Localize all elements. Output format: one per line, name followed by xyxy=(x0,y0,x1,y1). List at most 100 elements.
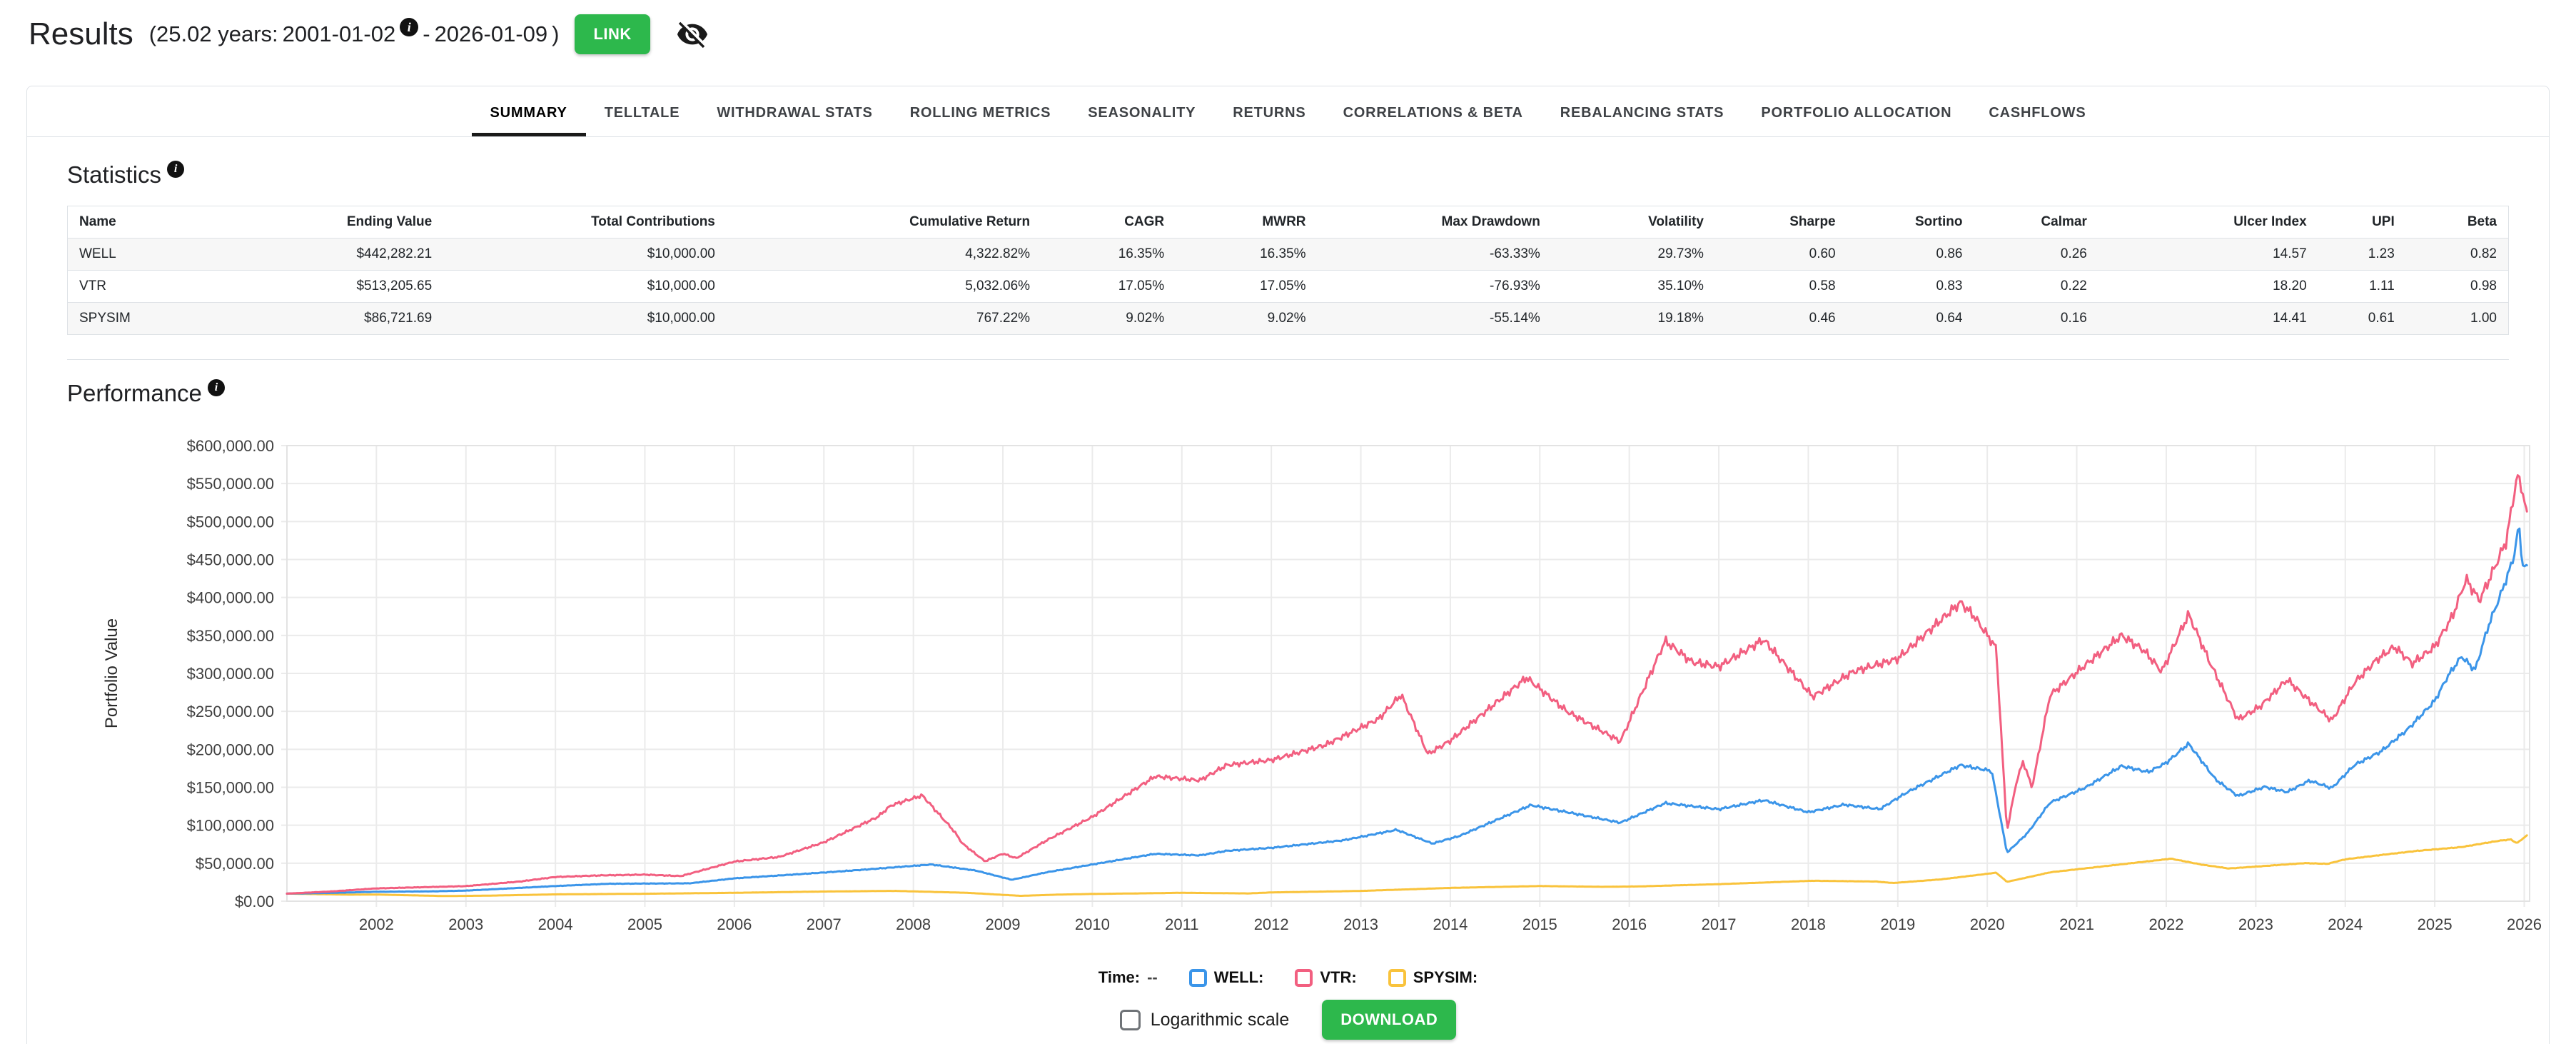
tab-portfolio-allocation[interactable]: PORTFOLIO ALLOCATION xyxy=(1761,105,1952,121)
tab-returns[interactable]: RETURNS xyxy=(1233,105,1306,121)
x-axis-tick-label: 2003 xyxy=(448,915,483,933)
column-header: UPI xyxy=(2318,206,2406,239)
column-header: Ulcer Index xyxy=(2098,206,2318,239)
download-button[interactable]: DOWNLOAD xyxy=(1322,1000,1457,1040)
subtitle-suffix: ) xyxy=(552,21,560,46)
table-row: VTR $513,205.65 $10,000.00 5,032.06% 17.05% 1… xyxy=(67,270,2509,303)
legend-item-vtr: VTR: xyxy=(1295,968,1357,987)
value-cell: 0.58 xyxy=(1714,270,1847,303)
legend-item-well: WELL: xyxy=(1188,968,1263,987)
value-cell: 0.83 xyxy=(1847,270,1974,303)
x-axis-tick-label: 2021 xyxy=(2059,915,2094,933)
value-cell: 767.22% xyxy=(726,302,1042,335)
y-axis-tick-label: $600,000.00 xyxy=(187,437,274,455)
log-scale-checkbox[interactable] xyxy=(1119,1009,1141,1030)
x-axis-tick-label: 2002 xyxy=(359,915,394,933)
link-button[interactable]: LINK xyxy=(575,14,650,54)
x-axis-tick-label: 2018 xyxy=(1791,915,1826,933)
x-axis-tick-label: 2010 xyxy=(1075,915,1110,933)
column-header: Max Drawdown xyxy=(1317,206,1552,239)
column-header: CAGR xyxy=(1041,206,1176,239)
series-line-spysim xyxy=(286,834,2528,898)
table-header-row: Name Ending Value Total Contributions Cumul… xyxy=(67,206,2509,239)
value-cell: $10,000.00 xyxy=(443,270,727,303)
value-cell: 0.60 xyxy=(1714,238,1847,271)
tab-correlations-beta[interactable]: CORRELATIONS & BETA xyxy=(1343,105,1523,121)
x-axis-tick-label: 2008 xyxy=(896,915,931,933)
performance-chart: $600,000.00 $550,000.00 $500,000.00 $450,00… xyxy=(67,424,2542,960)
log-scale-label: Logarithmic scale xyxy=(1150,1009,1290,1030)
value-cell: 14.57 xyxy=(2098,238,2318,271)
value-cell: 0.22 xyxy=(1974,270,2098,303)
tab-seasonality[interactable]: SEASONALITY xyxy=(1088,105,1196,121)
info-icon[interactable]: i xyxy=(400,18,419,36)
series-line-well xyxy=(286,527,2528,895)
x-axis-tick-label: 2025 xyxy=(2418,915,2453,933)
value-cell: 0.26 xyxy=(1974,238,2098,271)
x-axis-tick-label: 2023 xyxy=(2238,915,2273,933)
info-icon[interactable]: i xyxy=(207,379,225,396)
value-cell: 35.10% xyxy=(1551,270,1715,303)
column-header: Sharpe xyxy=(1714,206,1847,239)
value-cell: 19.18% xyxy=(1551,302,1715,335)
column-header: Calmar xyxy=(1974,206,2098,239)
y-axis-tick-label: $400,000.00 xyxy=(187,589,274,607)
x-axis-tick-label: 2015 xyxy=(1522,915,1557,933)
legend-time: Time: -- xyxy=(1098,968,1158,987)
value-cell: -63.33% xyxy=(1317,238,1552,271)
series-toggle-checkbox[interactable] xyxy=(1188,968,1207,987)
statistics-section: Statistics i Name Ending Value Total Contr… xyxy=(27,137,2549,360)
x-axis-tick-label: 2024 xyxy=(2328,915,2363,933)
x-axis-tick-label: 2016 xyxy=(1612,915,1647,933)
series-line-vtr xyxy=(286,474,2528,895)
y-axis-title: Portfolio Value xyxy=(102,618,121,728)
value-cell: 16.35% xyxy=(1176,238,1318,271)
x-axis-tick-label: 2012 xyxy=(1254,915,1289,933)
column-header: Beta xyxy=(2405,206,2509,239)
value-cell: 29.73% xyxy=(1551,238,1715,271)
series-toggle-checkbox[interactable] xyxy=(1295,968,1313,987)
column-header: Name xyxy=(67,206,281,239)
value-cell: 14.41 xyxy=(2098,302,2318,335)
value-cell: 16.35% xyxy=(1041,238,1176,271)
table-row: SPYSIM $86,721.69 $10,000.00 767.22% 9.02% 9.… xyxy=(67,302,2509,335)
x-axis-tick-label: 2005 xyxy=(627,915,662,933)
statistics-heading: Statistics i xyxy=(67,161,2509,189)
tab-summary[interactable]: SUMMARY xyxy=(471,89,586,136)
x-axis-tick-label: 2009 xyxy=(986,915,1021,933)
line-chart[interactable]: $600,000.00 $550,000.00 $500,000.00 $450,00… xyxy=(67,424,2562,960)
value-cell: 0.82 xyxy=(2405,238,2509,271)
value-cell: 4,322.82% xyxy=(726,238,1042,271)
x-axis-tick-label: 2011 xyxy=(1165,915,1198,933)
value-cell: 1.23 xyxy=(2318,238,2406,271)
x-axis-tick-label: 2017 xyxy=(1702,915,1737,933)
info-icon[interactable]: i xyxy=(167,161,185,178)
value-cell: 0.46 xyxy=(1714,302,1847,335)
tab-rolling-metrics[interactable]: ROLLING METRICS xyxy=(909,105,1051,121)
column-header: Cumulative Return xyxy=(726,206,1042,239)
statistics-heading-text: Statistics xyxy=(67,161,162,188)
legend-item-spysim: SPYSIM: xyxy=(1388,968,1478,987)
y-axis-tick-label: $500,000.00 xyxy=(187,513,274,531)
value-cell: 17.05% xyxy=(1041,270,1176,303)
y-axis-tick-label: $250,000.00 xyxy=(187,703,274,721)
value-cell: -55.14% xyxy=(1317,302,1552,335)
page-title: Results xyxy=(29,16,133,51)
tab-telltale[interactable]: TELLTALE xyxy=(604,105,680,121)
x-axis-tick-label: 2013 xyxy=(1343,915,1378,933)
tab-rebalancing-stats[interactable]: REBALANCING STATS xyxy=(1560,105,1724,121)
value-cell: 0.61 xyxy=(2318,302,2406,335)
tab-withdrawal-stats[interactable]: WITHDRAWAL STATS xyxy=(717,105,873,121)
y-axis-tick-label: $350,000.00 xyxy=(187,627,274,645)
y-axis-tick-label: $150,000.00 xyxy=(187,779,274,797)
performance-section: Performance i $600,000.00 $550,000.00 $500… xyxy=(27,360,2549,1040)
tab-cashflows[interactable]: CASHFLOWS xyxy=(1989,105,2086,121)
value-cell: 0.16 xyxy=(1974,302,2098,335)
value-cell: 1.00 xyxy=(2405,302,2509,335)
series-toggle-checkbox[interactable] xyxy=(1388,968,1406,987)
y-axis-tick-label: $200,000.00 xyxy=(187,741,274,758)
y-axis-tick-label: $50,000.00 xyxy=(196,855,274,873)
visibility-off-icon[interactable] xyxy=(676,18,709,51)
x-axis-tick-label: 2007 xyxy=(807,915,842,933)
value-cell: 1.11 xyxy=(2318,270,2406,303)
